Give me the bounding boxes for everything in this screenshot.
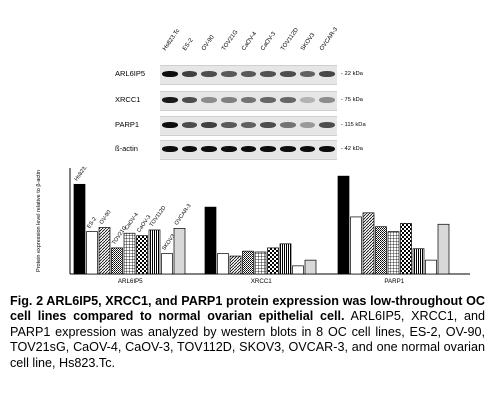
blot-band	[240, 97, 257, 103]
blot-kda-label: - 42 kDa	[341, 146, 363, 152]
caption-text: ARL6IP5, XRCC1, and PARP1 expression was…	[10, 309, 486, 370]
bar-series-label: TOV112D	[149, 205, 168, 228]
blot-band	[201, 97, 217, 103]
bar-series-label: OVCAR-3	[174, 203, 193, 226]
blot-band	[201, 146, 217, 152]
blot-band	[260, 97, 276, 103]
caption-title: Fig. 2 ARL6IP5, XRCC1, and PARP1 protein…	[10, 294, 485, 324]
blot-band	[280, 146, 296, 152]
bar	[111, 247, 123, 275]
lane-label: OVCAR-3	[319, 26, 340, 52]
blot-band	[240, 71, 257, 77]
blot-band	[201, 122, 217, 128]
bar-series-label: ES-2	[86, 216, 98, 229]
lane-label: SKOV3	[299, 32, 317, 52]
bar	[98, 227, 111, 275]
y-axis-label: Protein expression level relative to β-a…	[36, 170, 42, 272]
blot-band	[240, 146, 257, 152]
bar	[73, 183, 86, 275]
bar	[254, 251, 267, 275]
lane-label: CaOV-4	[240, 31, 258, 52]
bar	[292, 265, 304, 275]
blot-kda-label: - 115 kDa	[341, 122, 366, 128]
lane-label: TOV21G	[221, 29, 240, 52]
bar	[148, 229, 161, 275]
bar	[217, 253, 229, 275]
blot-band	[280, 122, 296, 128]
blot-row-label: XRCC1	[115, 95, 141, 104]
blot-band	[280, 97, 296, 103]
blot-band	[260, 71, 276, 77]
blot-band	[181, 97, 198, 103]
blot-band	[181, 146, 198, 152]
bar	[279, 243, 292, 275]
bar	[400, 223, 412, 275]
lane-label: TOV112D	[280, 27, 300, 52]
blot-band	[221, 122, 237, 128]
blot-row-label: ß-actin	[115, 144, 138, 153]
blot-band	[280, 71, 296, 77]
bar	[267, 247, 279, 275]
bar	[375, 226, 387, 275]
x-tick-label: ARL6IP5	[118, 278, 143, 285]
bar	[173, 227, 186, 275]
blot-kda-label: - 22 kDa	[341, 71, 363, 77]
blot-band	[162, 146, 178, 152]
bar	[136, 235, 148, 275]
figure-caption: Fig. 2 ARL6IP5, XRCC1, and PARP1 protein…	[10, 294, 485, 371]
blot-band	[162, 122, 178, 128]
blot-band	[221, 71, 237, 77]
bar	[304, 259, 317, 275]
blot-band	[181, 122, 198, 128]
bar	[337, 175, 350, 275]
blot-band	[201, 71, 217, 77]
bar	[123, 232, 136, 275]
x-tick-label: PARP1	[384, 278, 404, 285]
bar	[362, 212, 375, 275]
blot-band	[319, 71, 335, 77]
blot-band	[240, 122, 257, 128]
bar-series-label: OV-90	[99, 209, 113, 225]
lane-label: CaOV-3	[260, 31, 278, 52]
bar	[437, 223, 450, 275]
blot-row-label: ARL6IP5	[115, 69, 146, 78]
blot-band	[319, 97, 335, 103]
blot-band	[319, 122, 335, 128]
bar	[204, 206, 217, 275]
blot-band	[260, 122, 276, 128]
bar	[412, 248, 425, 275]
blot-band	[299, 97, 316, 103]
lane-label: OV-90	[201, 34, 217, 52]
blot-row-label: PARP1	[115, 120, 140, 129]
blot-band	[260, 146, 276, 152]
bar-chart: Protein expression level relative to β-a…	[36, 166, 470, 285]
blot-band	[221, 146, 237, 152]
bar-series-label: Hs823.Tc	[74, 166, 92, 182]
blot-kda-label: - 75 kDa	[341, 97, 363, 103]
bar	[387, 231, 400, 275]
bar	[425, 259, 437, 275]
bar	[242, 250, 254, 275]
blot-band	[299, 71, 316, 77]
blot-band	[299, 122, 316, 128]
blot-band	[221, 97, 237, 103]
bar	[229, 255, 242, 275]
blot-band	[162, 71, 178, 77]
lane-label: ES-2	[181, 37, 195, 52]
lane-label: Hs823.Tc	[162, 28, 182, 52]
bar	[86, 231, 98, 275]
blot-band	[181, 71, 198, 77]
bar	[350, 216, 362, 275]
blot-band	[299, 146, 316, 152]
x-tick-label: XRCC1	[251, 278, 273, 285]
blot-band	[319, 146, 335, 152]
bar	[161, 253, 173, 275]
western-blot-panel: Hs823.Tc ES-2 OV-90 TOV21G CaOV-4 CaOV-3 TOV11…	[0, 0, 493, 165]
blot-band	[162, 97, 178, 103]
